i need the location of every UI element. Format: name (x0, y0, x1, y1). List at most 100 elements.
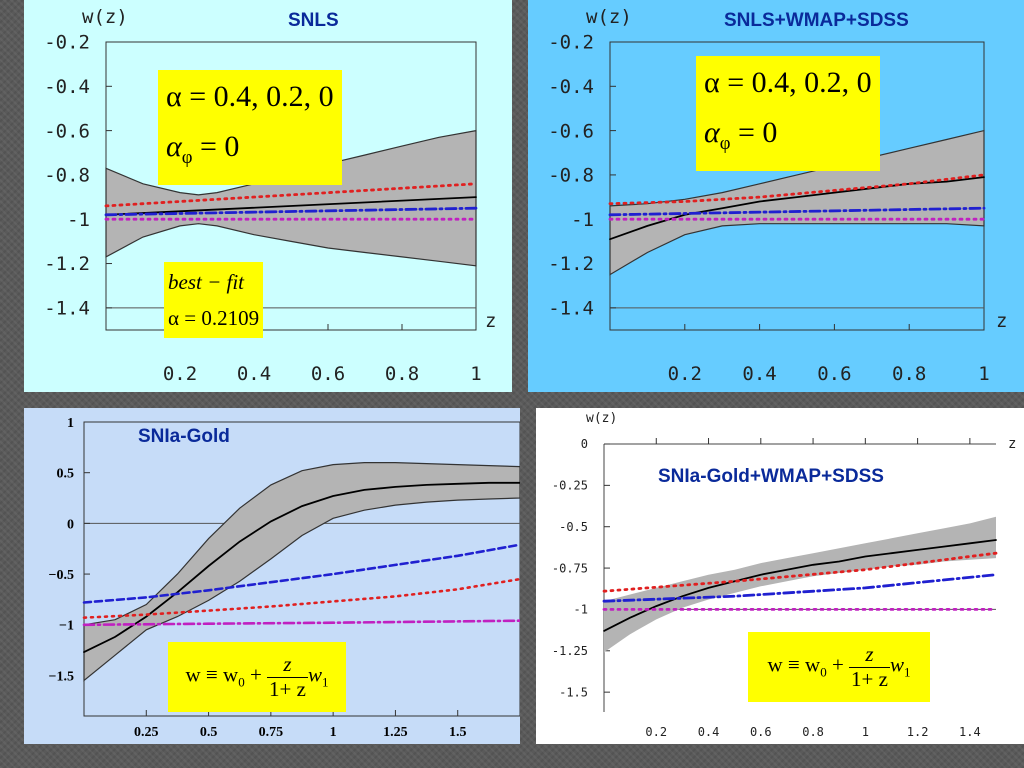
formula-box: w ≡ w0 + z 1+ z w1 (168, 642, 346, 712)
y-tick-label: -0.4 (548, 76, 594, 98)
x-tick-label: 0.6 (311, 363, 345, 385)
best-fit-box: best − fit α = 0.2109 (164, 262, 264, 338)
formula: w ≡ w0 + z 1+ z w1 (186, 653, 329, 700)
x-tick-label: 0.2 (668, 363, 702, 385)
alpha-values: α = 0.4, 0.2, 0 (166, 80, 334, 113)
formula-fraction: z 1+ z (849, 643, 890, 690)
x-tick-label: 0.2 (645, 725, 667, 739)
y-tick-label: -1.5 (559, 685, 588, 699)
alpha-phi-value: αφ = 0 (704, 108, 872, 169)
x-axis-label: z (1008, 436, 1017, 452)
formula-w: w (889, 652, 904, 677)
alpha-symbol: α (166, 130, 182, 163)
phi-subscript: φ (181, 147, 193, 168)
alpha-symbol: α (704, 116, 720, 149)
formula-numerator: z (267, 653, 308, 678)
x-tick-label: 0.8 (892, 363, 926, 385)
y-tick-label: 0.5 (57, 467, 75, 482)
x-tick-label: 0.2 (163, 363, 197, 385)
y-axis-label: w(z) (586, 6, 632, 28)
y-tick-label: -0.5 (559, 520, 588, 534)
chart-svg-snls-wmap-sdss: -0.2 -0.4 -0.6 -0.8 -1 -1.2 -1.4 0.2 0.4 0.6 0.8 1 (548, 32, 989, 385)
chart-panel-snls: -0.2 -0.4 -0.6 -0.8 -1 -1.2 -1.4 0.2 0.4 0.6 0.8 1 … (24, 0, 512, 392)
y-tick-label: -1.4 (548, 297, 594, 319)
y-tick-label: −1.5 (49, 669, 74, 684)
y-axis-label: w(z) (586, 411, 618, 426)
y-tick-label: -1.2 (548, 253, 594, 275)
x-tick-label: 0.4 (237, 363, 271, 385)
formula-sub1: 1 (321, 675, 329, 690)
formula-lhs: w ≡ w (767, 652, 821, 677)
formula: w ≡ w0 + z 1+ z w1 (768, 643, 911, 690)
phi-subscript: φ (719, 133, 731, 154)
alpha-phi-value: αφ = 0 (166, 122, 334, 183)
series-line-solid-0 (105, 196, 477, 216)
x-tick-label: 0.8 (385, 363, 419, 385)
x-axis-label: z (485, 310, 497, 332)
alpha-values: α = 0.4, 0.2, 0 (704, 66, 872, 99)
series-line-dashdot-2 (104, 206, 478, 217)
parameter-box: α = 0.4, 0.2, 0 αφ = 0 (696, 56, 880, 171)
y-tick-label: -0.8 (44, 165, 90, 187)
formula-w: w (307, 662, 322, 687)
formula-sub0: 0 (238, 675, 245, 690)
y-tick-label: −0.5 (49, 568, 74, 583)
series-line-dotted-2 (82, 577, 520, 619)
x-tick-label: 0.75 (259, 725, 284, 740)
x-tick-label: 1.5 (449, 725, 467, 740)
y-tick-label: -0.25 (552, 479, 588, 493)
formula-plus: + (244, 662, 268, 687)
chart-svg-snls: -0.2 -0.4 -0.6 -0.8 -1 -1.2 -1.4 0.2 0.4 0.6 0.8 1 (44, 32, 481, 385)
x-tick-label: 1 (978, 363, 989, 385)
chart-title: SNIa-Gold (138, 426, 230, 447)
y-tick-label: 0 (581, 437, 588, 451)
series-line-dotted-1 (602, 551, 998, 593)
series-line-solid-0 (83, 481, 520, 654)
formula-numerator: z (849, 643, 890, 668)
y-tick-label: 0 (67, 517, 74, 532)
y-tick-label: -0.6 (548, 120, 594, 142)
formula-denominator: 1+ z (269, 676, 306, 701)
confidence-band (609, 129, 985, 276)
alpha-phi-rest: = 0 (192, 130, 240, 163)
y-tick-label: -0.2 (44, 32, 90, 54)
y-tick-label: −1 (59, 619, 74, 634)
confidence-band (604, 516, 996, 653)
x-tick-label: 0.5 (200, 725, 218, 740)
x-tick-label: 1 (470, 363, 481, 385)
series-line-dashdot-3 (82, 619, 520, 627)
chart-panel-snia-gold: 1 0.5 0 −0.5 −1 −1.5 0.25 0.5 0.75 1 1.25 1.5 SNIa-… (24, 408, 520, 744)
chart-panel-snls-wmap-sdss: -0.2 -0.4 -0.6 -0.8 -1 -1.2 -1.4 0.2 0.4 0.6 0.8 1 … (528, 0, 1024, 392)
x-tick-label: 1.4 (959, 725, 981, 739)
chart-svg-snia-gold-wmap-sdss: 0-0.25-0.5-0.75-1-1.25-1.50.2 0.4 0.6 0.8 1 1… (552, 437, 998, 739)
formula-sub0: 0 (820, 665, 827, 680)
y-tick-label: -1 (67, 209, 90, 231)
x-tick-label: 0.25 (134, 725, 159, 740)
y-tick-label: -1.2 (44, 253, 90, 275)
chart-svg-snia-gold: 1 0.5 0 −0.5 −1 −1.5 0.25 0.5 0.75 1 1.25 1.5 (49, 416, 520, 740)
formula-plus: + (826, 652, 850, 677)
y-tick-label: -1 (571, 209, 594, 231)
x-tick-label: 0.6 (750, 725, 772, 739)
series-line-dashdot-2 (608, 206, 986, 217)
x-axis-label: z (996, 310, 1008, 332)
x-tick-label: 1 (862, 725, 869, 739)
confidence-band (105, 129, 477, 267)
series-line-dotted-1 (104, 182, 478, 208)
chart-title: SNLS+WMAP+SDSS (724, 10, 909, 31)
formula-box: w ≡ w0 + z 1+ z w1 (748, 632, 930, 702)
parameter-box: α = 0.4, 0.2, 0 αφ = 0 (158, 70, 342, 185)
series-line-dashdot-2 (602, 573, 998, 603)
y-tick-label: -0.8 (548, 165, 594, 187)
formula-lhs: w ≡ w (185, 662, 239, 687)
y-tick-label: -1.4 (44, 297, 90, 319)
x-tick-label: 0.6 (817, 363, 851, 385)
series-line-dashed-1 (82, 543, 520, 604)
series-line-solid-0 (603, 539, 997, 632)
y-tick-label: -1 (574, 603, 588, 617)
y-tick-label: -0.6 (44, 120, 90, 142)
x-tick-label: 1.2 (907, 725, 929, 739)
formula-sub1: 1 (903, 665, 911, 680)
x-tick-label: 0.4 (742, 363, 776, 385)
